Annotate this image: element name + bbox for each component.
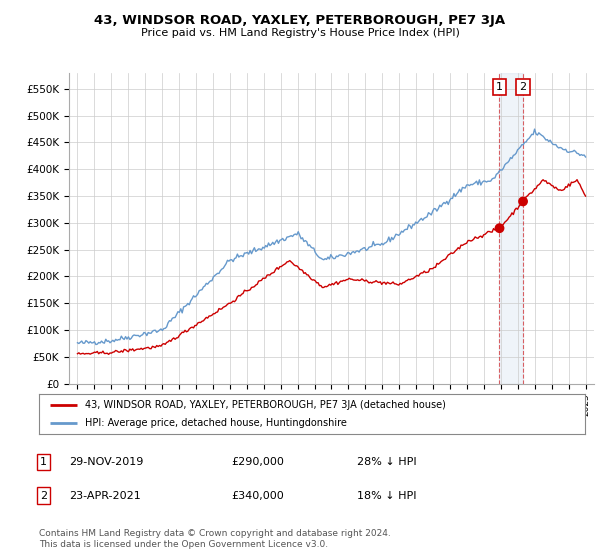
- Text: 43, WINDSOR ROAD, YAXLEY, PETERBOROUGH, PE7 3JA: 43, WINDSOR ROAD, YAXLEY, PETERBOROUGH, …: [94, 14, 506, 27]
- Text: HPI: Average price, detached house, Huntingdonshire: HPI: Average price, detached house, Hunt…: [85, 418, 347, 428]
- Text: 43, WINDSOR ROAD, YAXLEY, PETERBOROUGH, PE7 3JA (detached house): 43, WINDSOR ROAD, YAXLEY, PETERBOROUGH, …: [85, 400, 446, 409]
- Text: 2: 2: [40, 491, 47, 501]
- Text: 23-APR-2021: 23-APR-2021: [69, 491, 141, 501]
- Bar: [499, 73, 523, 384]
- Point: [494, 223, 504, 232]
- Text: £340,000: £340,000: [231, 491, 284, 501]
- Text: 18% ↓ HPI: 18% ↓ HPI: [357, 491, 416, 501]
- Text: 1: 1: [40, 457, 47, 467]
- Text: 29-NOV-2019: 29-NOV-2019: [69, 457, 143, 467]
- Text: £290,000: £290,000: [231, 457, 284, 467]
- Point: [518, 197, 528, 206]
- Text: 1: 1: [496, 82, 503, 92]
- Text: Price paid vs. HM Land Registry's House Price Index (HPI): Price paid vs. HM Land Registry's House …: [140, 28, 460, 38]
- Text: Contains HM Land Registry data © Crown copyright and database right 2024.
This d: Contains HM Land Registry data © Crown c…: [39, 529, 391, 549]
- Text: 28% ↓ HPI: 28% ↓ HPI: [357, 457, 416, 467]
- Text: 2: 2: [520, 82, 527, 92]
